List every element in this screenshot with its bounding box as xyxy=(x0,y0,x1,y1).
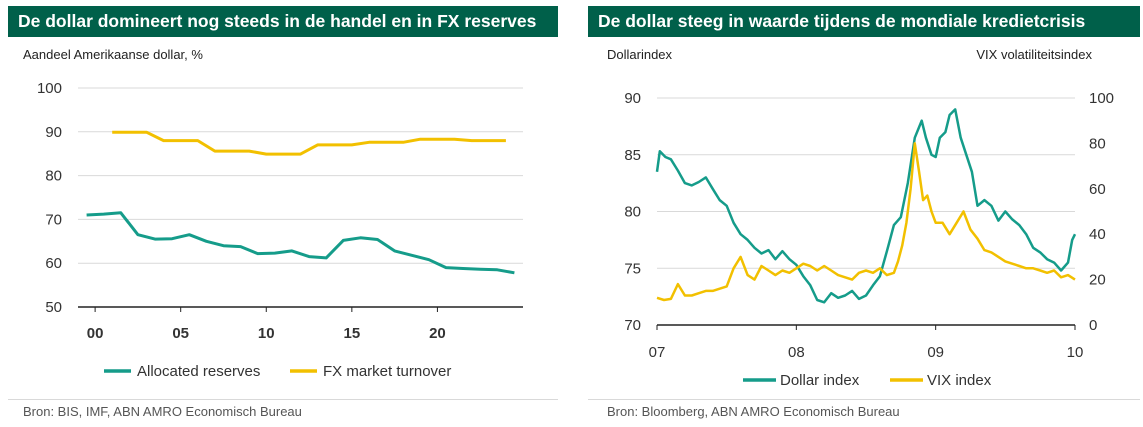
right-legend-label: Dollar index xyxy=(780,372,860,389)
right-right-tick-label: 20 xyxy=(1089,272,1106,289)
left-y-tick-label: 80 xyxy=(45,168,62,185)
right-chart: Dollarindex VIX volatiliteitsindex 70 75 80 8… xyxy=(607,47,1114,389)
left-chart-panel: De dollar domineert nog steeds in de han… xyxy=(0,0,558,427)
left-source-note: Bron: BIS, IMF, ABN AMRO Economisch Bure… xyxy=(23,404,302,419)
right-x-tick-label: 07 xyxy=(649,344,666,361)
right-left-axis-label: Dollarindex xyxy=(607,47,673,62)
left-y-tick-label: 90 xyxy=(45,124,62,141)
left-y-tick-label: 70 xyxy=(45,211,62,228)
left-y-tick-label: 50 xyxy=(45,299,62,316)
left-legend-label: FX market turnover xyxy=(323,363,451,380)
right-right-tick-label: 0 xyxy=(1089,317,1097,334)
right-left-tick-label: 75 xyxy=(624,260,641,277)
left-legend-label: Allocated reserves xyxy=(137,363,260,380)
left-x-tick-label: 15 xyxy=(344,325,361,342)
right-right-tick-label: 80 xyxy=(1089,135,1106,152)
right-chart-title: De dollar steeg in waarde tijdens de mon… xyxy=(588,6,1140,37)
left-source-divider xyxy=(8,399,558,400)
right-series-line-dollar-index xyxy=(655,108,1077,304)
right-x-tick-label: 10 xyxy=(1067,344,1084,361)
right-chart-panel: De dollar steeg in waarde tijdens de mon… xyxy=(585,0,1143,427)
left-y-tick-label: 100 xyxy=(37,80,62,97)
right-source-divider xyxy=(588,399,1140,400)
right-right-tick-label: 60 xyxy=(1089,181,1106,198)
left-series-line-fx-market-turnover xyxy=(112,130,506,156)
right-right-axis-label: VIX volatiliteitsindex xyxy=(976,47,1092,62)
left-series-line-allocated-reserves xyxy=(86,211,515,275)
right-x-tick-label: 08 xyxy=(788,344,805,361)
left-x-tick-label: 00 xyxy=(87,325,104,342)
left-chart: Aandeel Amerikaanse dollar, % 50 60 70 80 90 1… xyxy=(23,47,523,380)
right-left-tick-label: 85 xyxy=(624,147,641,164)
left-y-tick-label: 60 xyxy=(45,255,62,272)
right-right-tick-label: 40 xyxy=(1089,226,1106,243)
left-x-tick-label: 10 xyxy=(258,325,275,342)
right-legend-label: VIX index xyxy=(927,372,992,389)
left-x-tick-label: 20 xyxy=(429,325,446,342)
right-series-line-vix-index xyxy=(656,142,1076,302)
left-y-axis-label: Aandeel Amerikaanse dollar, % xyxy=(23,47,203,62)
left-x-tick-label: 05 xyxy=(172,325,189,342)
right-left-tick-label: 70 xyxy=(624,317,641,334)
right-left-tick-label: 80 xyxy=(624,204,641,221)
right-left-tick-label: 90 xyxy=(624,90,641,107)
left-chart-title: De dollar domineert nog steeds in de han… xyxy=(8,6,558,37)
right-x-tick-label: 09 xyxy=(927,344,944,361)
right-right-tick-label: 100 xyxy=(1089,90,1114,107)
right-source-note: Bron: Bloomberg, ABN AMRO Economisch Bur… xyxy=(607,404,900,419)
